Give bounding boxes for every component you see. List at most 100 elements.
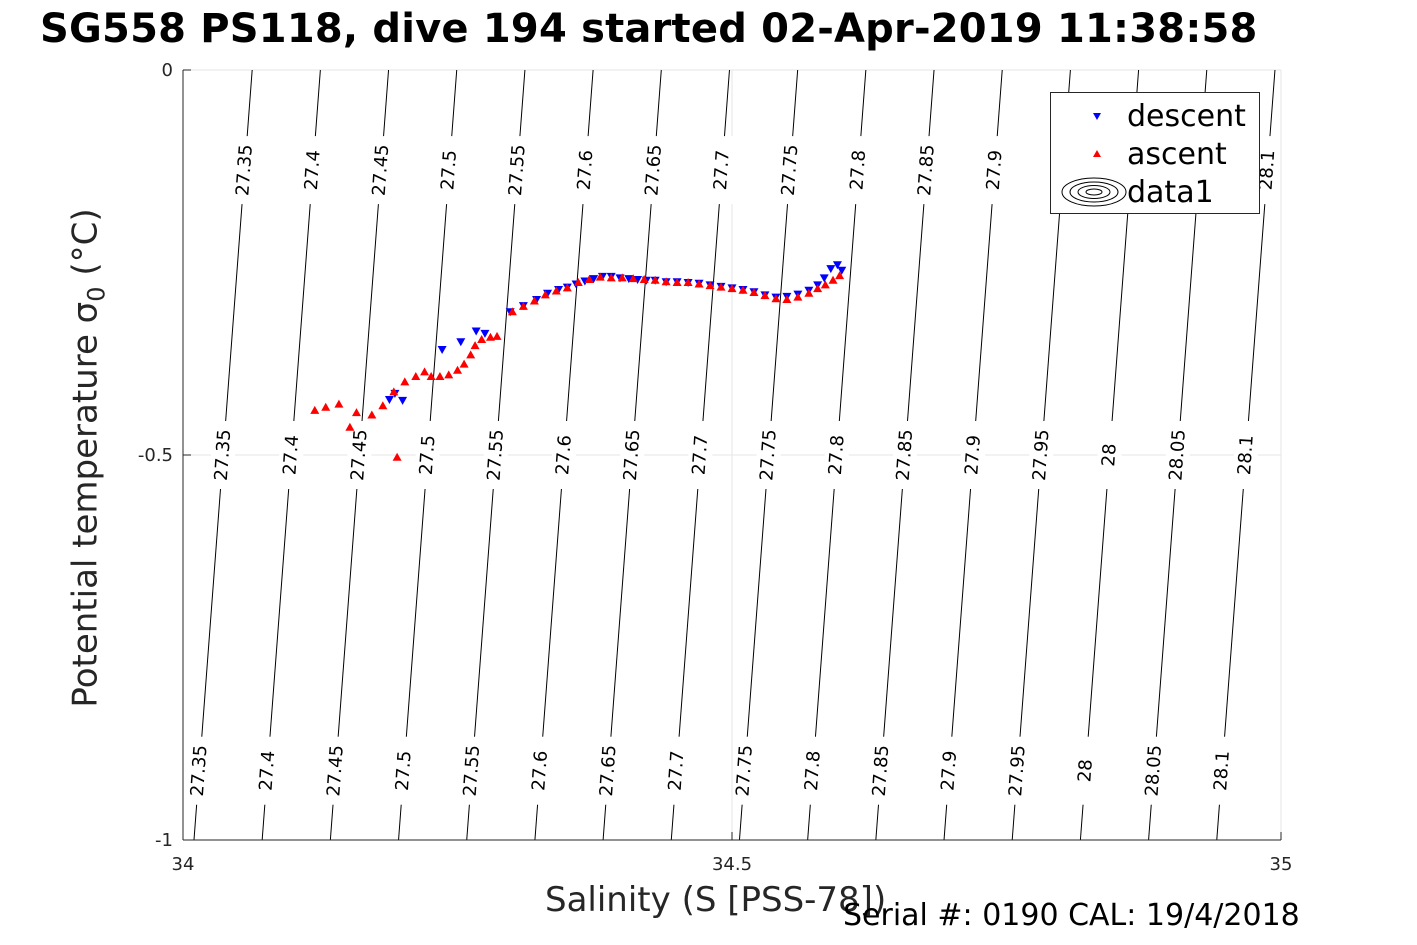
contour-label-bg — [279, 421, 304, 489]
contour-label: 28.1 — [1210, 750, 1234, 791]
ascent-point — [444, 370, 454, 379]
contour-label: 27.6 — [574, 149, 598, 190]
contour-label: 27.7 — [665, 750, 689, 791]
contour-label: 27.55 — [460, 744, 485, 797]
contour-label-bg — [778, 136, 803, 205]
y-axis-label-text: Potential temperature — [65, 323, 106, 708]
ascent-point — [540, 290, 550, 299]
contour-label-bg — [756, 421, 781, 489]
contour-label: 27.95 — [1005, 744, 1030, 797]
ascent-point — [672, 278, 682, 287]
contour-label-bg — [528, 736, 553, 805]
contour-label-bg — [1073, 736, 1098, 805]
ascent-point — [345, 422, 355, 431]
contour-label-bg — [620, 421, 645, 489]
contour-label-bg — [391, 736, 416, 805]
contour-label-bg — [1029, 421, 1054, 489]
ascent-point — [378, 401, 388, 410]
contour-label-bg — [573, 136, 598, 205]
ascent-point — [661, 277, 671, 286]
legend-label-descent: descent — [1127, 99, 1246, 134]
contour-label-bg — [1165, 421, 1190, 489]
descent-point — [471, 327, 481, 336]
ascent-point — [771, 294, 781, 303]
contour-label-bg — [961, 421, 986, 489]
ascent-point — [562, 283, 572, 292]
contour-label: 27.65 — [620, 429, 645, 482]
legend-label-data1: data1 — [1127, 175, 1214, 210]
contour-label: 27.5 — [416, 434, 440, 475]
y-tick-label: -0.5 — [138, 445, 173, 466]
ascent-point — [334, 399, 344, 408]
ascent-point — [351, 408, 361, 417]
ascent-point — [426, 371, 436, 380]
contour-label: 27.55 — [505, 144, 530, 197]
contour-label: 27.8 — [846, 149, 870, 190]
descent-point — [437, 346, 447, 355]
contour-label-bg — [1233, 421, 1258, 489]
descent-point — [384, 396, 394, 405]
ascent-point — [828, 275, 838, 284]
contour-label-bg — [552, 421, 577, 489]
ascent-point — [466, 350, 476, 359]
contour-label: 27.9 — [961, 434, 985, 475]
contour-label: 27.45 — [369, 144, 394, 197]
contour-label: 28.05 — [1165, 429, 1190, 482]
ascent-point — [804, 288, 814, 297]
contour-label: 27.7 — [689, 434, 713, 475]
y-tick-label: -1 — [155, 830, 173, 851]
ascent-point — [683, 278, 693, 287]
contour-label-bg — [688, 421, 713, 489]
x-tick-label: 35 — [1270, 854, 1293, 875]
ascent-point — [477, 335, 487, 343]
contour-label-bg — [596, 736, 621, 805]
ascent-point — [628, 274, 638, 283]
serial-cal-footer: Serial #: 0190 CAL: 19/4/2018 — [843, 898, 1300, 933]
contour-label: 27.8 — [801, 750, 825, 791]
contour-label-bg — [800, 736, 825, 805]
contour-label: 27.75 — [756, 429, 781, 482]
contour-label: 27.65 — [596, 744, 621, 797]
contour-label-bg — [1097, 421, 1122, 489]
descent-point — [633, 275, 643, 284]
contour-label: 27.65 — [641, 144, 666, 197]
ascent-point — [470, 341, 480, 350]
contour-label: 28.05 — [1142, 744, 1167, 797]
descent-point — [398, 396, 408, 405]
y-axis-label-symbol: σ — [65, 301, 106, 324]
contour-label: 27.95 — [1029, 429, 1054, 482]
contour-label-bg — [641, 136, 666, 205]
contour-label-bg — [892, 421, 917, 489]
contour-label-bg — [437, 136, 462, 205]
ascent-point — [820, 280, 830, 289]
ascent-point — [485, 332, 495, 341]
contour-label: 28.1 — [1234, 434, 1258, 475]
contour-label: 27.4 — [301, 149, 325, 190]
ascent-point — [518, 301, 528, 310]
contour-label: 27.5 — [392, 750, 416, 791]
y-axis-label: Potential temperature σ0 (°C) — [66, 208, 111, 707]
descent-point — [480, 329, 490, 338]
chart-title: SG558 PS118, dive 194 started 02-Apr-201… — [40, 6, 1258, 52]
contour-label-bg — [914, 136, 939, 205]
contour-label-bg — [732, 736, 757, 805]
ascent-point — [716, 282, 726, 291]
ascent-point — [595, 272, 605, 281]
descent-point — [837, 266, 847, 275]
ascent-point — [606, 273, 616, 282]
contour-label: 27.8 — [825, 434, 849, 475]
ascent-point — [617, 273, 627, 282]
legend-label-ascent: ascent — [1127, 137, 1227, 172]
contour-label: 27.7 — [710, 149, 734, 190]
ascent-point — [453, 365, 462, 374]
ascent-point — [813, 284, 823, 293]
ascent-point — [389, 387, 399, 396]
legend-item-data1: data1 — [1051, 173, 1259, 211]
ascent-point — [507, 307, 517, 316]
ascent-point — [367, 410, 377, 419]
data-points — [310, 261, 847, 461]
legend-item-descent: descent — [1051, 97, 1259, 135]
contour-label-bg — [1005, 736, 1030, 805]
y-axis-label-subscript: 0 — [82, 286, 111, 302]
contour-label: 27.45 — [323, 744, 348, 797]
